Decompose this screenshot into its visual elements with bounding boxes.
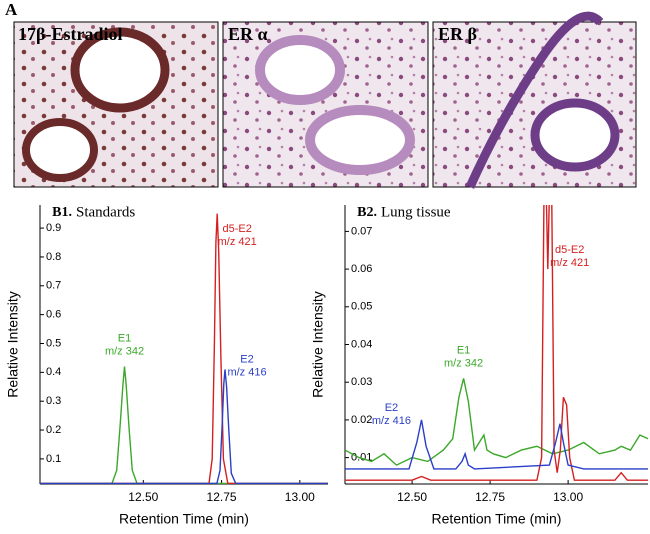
series-label: E2 xyxy=(240,353,253,365)
y-tick-label: 0.06 xyxy=(351,263,372,275)
series-label: d5-E2 xyxy=(223,223,252,235)
chart-title: Standards xyxy=(76,204,135,220)
y-tick-label: 0.8 xyxy=(46,251,61,263)
y-tick-label: 0.5 xyxy=(46,337,61,349)
x-axis-title: Retention Time (min) xyxy=(432,511,562,527)
y-tick-label: 0.05 xyxy=(351,301,372,313)
panel-label: B2. xyxy=(357,205,377,220)
tissue xyxy=(530,98,620,172)
series-line xyxy=(40,366,328,484)
series-line xyxy=(345,205,648,481)
series-note: m/z 416 xyxy=(227,366,266,378)
x-axis-title: Retention Time (min) xyxy=(119,511,249,527)
x-tick-label: 12.50 xyxy=(397,490,427,504)
series-label: d5-E2 xyxy=(555,244,584,256)
tissue xyxy=(70,27,170,113)
y-axis-title: Relative Intensity xyxy=(310,291,326,398)
y-tick-label: 0.03 xyxy=(351,376,372,388)
tissue xyxy=(465,11,604,189)
x-tick-label: 12.50 xyxy=(128,490,158,504)
y-tick-label: 0.3 xyxy=(46,395,61,407)
x-tick-label: 12.75 xyxy=(207,490,237,504)
series-note: m/z 416 xyxy=(372,415,411,427)
y-tick-label: 0.4 xyxy=(46,366,61,378)
y-axis-title: Relative Intensity xyxy=(5,291,21,398)
series-note: m/z 342 xyxy=(105,345,144,357)
series-line xyxy=(345,419,648,470)
x-tick-label: 13.00 xyxy=(285,490,315,504)
tissue xyxy=(305,105,415,175)
series-note: m/z 421 xyxy=(550,257,589,269)
tissue xyxy=(22,118,98,182)
series-label: E1 xyxy=(118,332,131,344)
micrograph xyxy=(432,21,637,188)
y-tick-label: 0.9 xyxy=(46,222,61,234)
chart: 0.01 0.02 0.03 0.04 0.05 0.06 0.07 12.50 12.75 13… xyxy=(310,204,648,527)
image-label: 17β-Estradiol xyxy=(18,24,122,44)
series-note: m/z 421 xyxy=(218,236,257,248)
tissue xyxy=(255,35,345,105)
panel-label: B1. xyxy=(52,205,72,220)
x-tick-label: 12.75 xyxy=(475,490,505,504)
series-line xyxy=(40,213,328,484)
image-label: ER α xyxy=(228,24,268,44)
chart-title: Lung tissue xyxy=(381,204,451,220)
image-label: ER β xyxy=(438,24,477,44)
series-label: E2 xyxy=(385,402,398,414)
chart: 0.1 0.2 0.3 0.4 0.5 0.6 0.7 0.8 0.9 12.50 12.75 13.… xyxy=(5,204,328,527)
y-tick-label: 0.07 xyxy=(351,225,372,237)
x-tick-label: 13.00 xyxy=(553,490,583,504)
series-line xyxy=(345,378,648,466)
image-panel: ER α xyxy=(222,21,429,188)
y-tick-label: 0.1 xyxy=(46,453,61,465)
series-label: E1 xyxy=(457,344,470,356)
y-tick-label: 0.04 xyxy=(351,338,372,350)
series-note: m/z 342 xyxy=(444,357,483,369)
charts: 0.1 0.2 0.3 0.4 0.5 0.6 0.7 0.8 0.9 12.50 12.75 13.… xyxy=(5,204,648,527)
panel-label: A xyxy=(5,0,18,19)
y-tick-label: 0.01 xyxy=(351,452,372,464)
series-line xyxy=(40,369,328,484)
image-panel: 17β-Estradiol xyxy=(13,21,219,188)
y-tick-label: 0.2 xyxy=(46,424,61,436)
image-panel: ER β xyxy=(432,11,637,189)
y-tick-label: 0.7 xyxy=(46,280,61,292)
y-tick-label: 0.6 xyxy=(46,309,61,321)
y-tick-label: 0.02 xyxy=(351,414,372,426)
